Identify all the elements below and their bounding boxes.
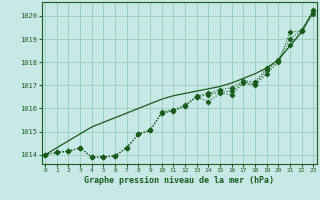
X-axis label: Graphe pression niveau de la mer (hPa): Graphe pression niveau de la mer (hPa): [84, 176, 274, 185]
